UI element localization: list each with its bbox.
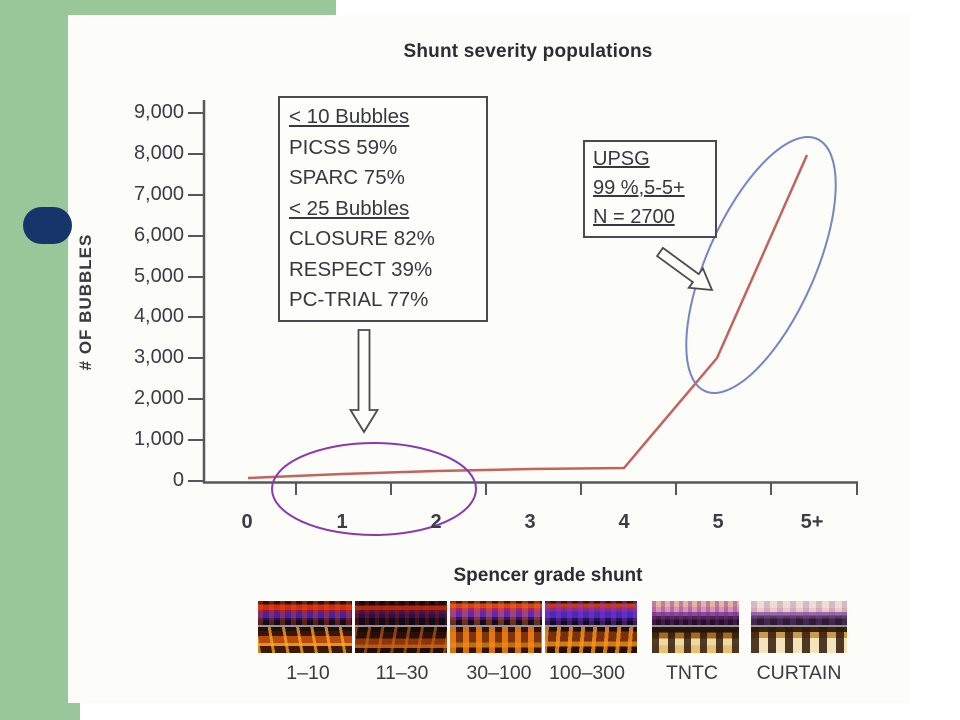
y-tick-label: 5,000: [133, 265, 184, 287]
x-tick-label: 2: [430, 511, 442, 533]
x-tick-label: 4: [618, 511, 630, 533]
bullet-oval: [23, 207, 72, 244]
spectrogram-tile-11-30: [355, 601, 447, 653]
strip-label: 30–100: [466, 662, 532, 684]
chart-title: Shunt severity populations: [403, 41, 653, 62]
low-grade-ellipse: [271, 442, 477, 536]
green-sidebar: [0, 0, 80, 720]
chart-figure: Shunt severity populations # OF BUBBLES …: [68, 15, 910, 703]
x-axis-label: Spencer grade shunt: [453, 565, 643, 586]
annotation-box-upsg: UPSG 99 %,5-5+ N = 2700: [583, 140, 717, 238]
strip-label: 11–30: [375, 662, 429, 684]
annotation-line: PC-TRIAL 77%: [289, 288, 429, 311]
x-tick-label: 1: [336, 511, 348, 533]
down-arrow-icon: [348, 329, 380, 434]
annotation-box-low-grades: < 10 Bubbles PICSS 59% SPARC 75% < 25 Bu…: [278, 96, 488, 322]
spectrogram-tile-30-100: [450, 601, 542, 653]
axes: [202, 100, 858, 484]
spectrogram-tile-curtain: [751, 601, 847, 653]
green-top-bar: [0, 0, 336, 15]
annotation-line: < 25 Bubbles: [289, 196, 410, 220]
strip-label: 100–300: [549, 662, 625, 684]
x-tick-label: 0: [241, 511, 253, 533]
y-tick-label: 2,000: [133, 387, 184, 409]
y-tick-label: 8,000: [133, 142, 184, 164]
strip-label: 1–10: [286, 662, 330, 684]
annotation-line: UPSG: [593, 148, 650, 170]
y-ticks: [188, 112, 204, 482]
x-tick-label: 3: [524, 511, 536, 533]
x-tick-label: 5+: [800, 511, 824, 533]
annotation-line: < 10 Bubbles: [289, 105, 410, 128]
x-tick-label: 5: [712, 511, 724, 533]
annotation-line: PICSS 59%: [289, 135, 398, 159]
spectrogram-tile-1-10: [258, 601, 352, 653]
annotation-line: RESPECT 39%: [289, 257, 433, 281]
strip-label: TNTC: [666, 662, 718, 684]
series-line: [247, 154, 809, 480]
annotation-line: CLOSURE 82%: [289, 227, 435, 250]
spectrogram-tile-tntc: [652, 601, 739, 653]
y-tick-label: 0: [172, 469, 184, 491]
annotation-line: N = 2700: [593, 206, 675, 228]
y-tick-label: 7,000: [133, 183, 184, 205]
spectrogram-tile-100-300: [545, 601, 637, 653]
annotation-line: 99 %,5-5+: [593, 177, 685, 199]
y-tick-label: 1,000: [133, 428, 184, 450]
diagonal-arrow-icon: [655, 246, 714, 292]
strip-label: CURTAIN: [756, 662, 842, 684]
x-ticks: [295, 482, 858, 495]
y-tick-label: 3,000: [133, 346, 184, 368]
y-tick-label: 6,000: [133, 224, 184, 246]
annotation-line: SPARC 75%: [289, 166, 405, 189]
y-tick-label: 9,000: [133, 101, 184, 123]
y-tick-label: 4,000: [133, 305, 184, 327]
chart-canvas: [188, 100, 858, 536]
high-grade-ellipse: [685, 136, 837, 394]
